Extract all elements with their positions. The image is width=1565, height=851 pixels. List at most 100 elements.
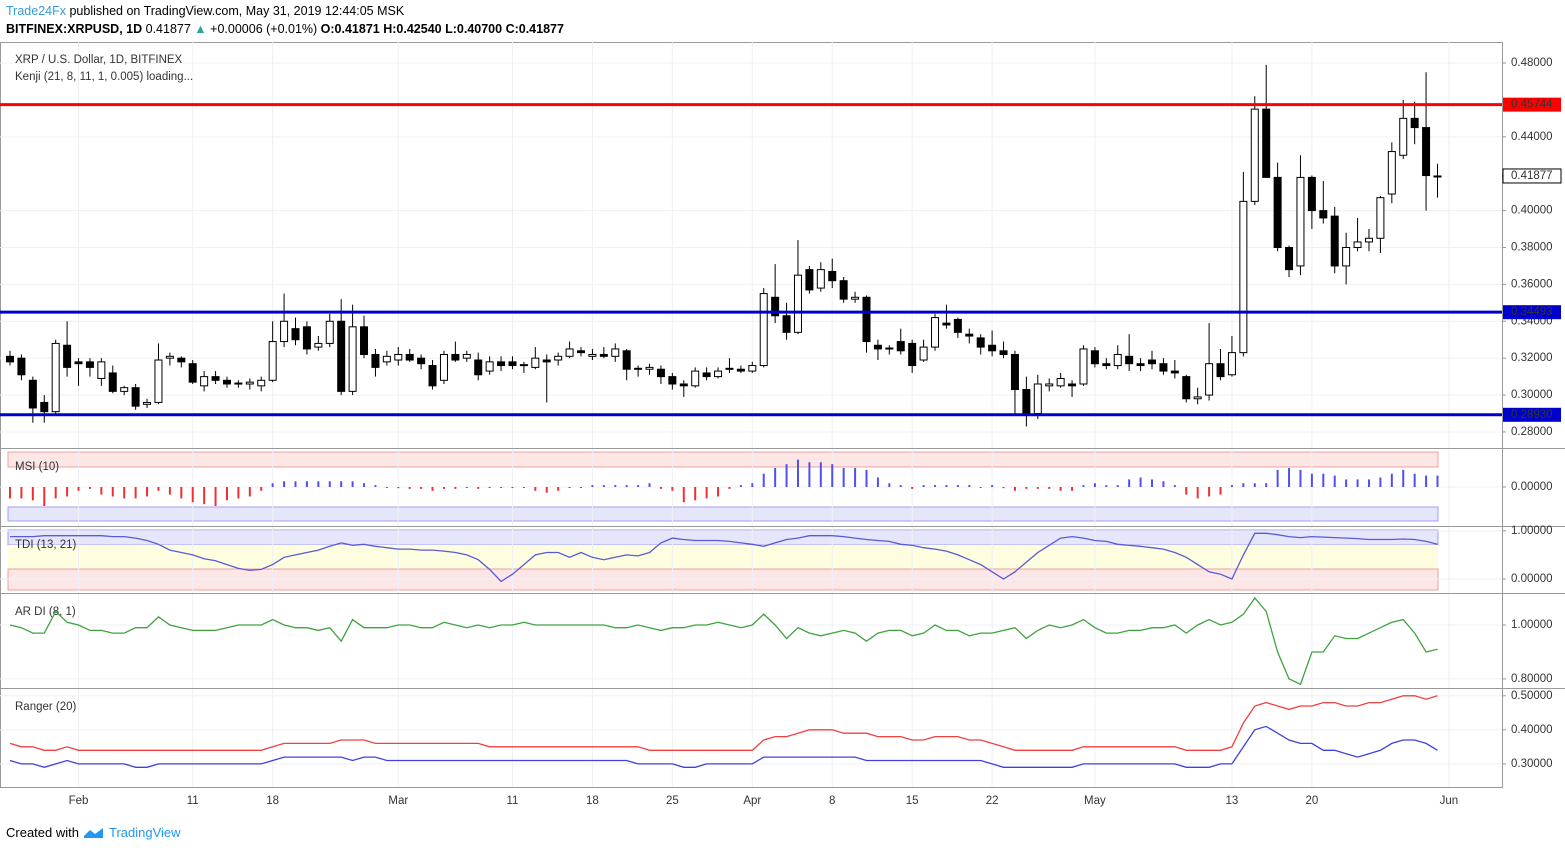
bar [20, 487, 23, 499]
y-tick-label: 0.28000 [1511, 426, 1553, 438]
y-tick-label: 0.32000 [1511, 352, 1553, 364]
bar [968, 485, 971, 487]
c: C:0.41877 [505, 22, 564, 36]
candle-body [97, 361, 106, 379]
y-tick-label: 0.30000 [1511, 758, 1553, 770]
candle-body [40, 401, 49, 413]
bar [682, 487, 685, 503]
bar [785, 464, 788, 487]
bar [420, 487, 423, 489]
x-tick-label: 18 [266, 795, 279, 807]
candle-body [405, 353, 414, 361]
bar [865, 469, 868, 487]
candle-body [656, 368, 665, 378]
candle-body [1342, 246, 1351, 267]
candle-body [931, 317, 940, 348]
candle-body [1170, 370, 1179, 374]
bar [751, 483, 754, 487]
bar [1425, 475, 1428, 487]
candle-body [1136, 363, 1145, 367]
bar [511, 487, 514, 488]
candle-body [85, 361, 94, 368]
candle-body [325, 320, 334, 344]
bar [351, 481, 354, 487]
pane-title: Ranger (20) [15, 701, 77, 713]
candle-body [280, 320, 289, 343]
pane-title: AR DI (8, 1) [15, 606, 76, 618]
publisher[interactable]: Trade24Fx [6, 4, 66, 18]
bar [796, 459, 799, 487]
candle-body [1205, 363, 1214, 396]
candle-body [554, 355, 563, 361]
bar [111, 487, 114, 497]
bar [1333, 475, 1336, 487]
bar [1265, 483, 1268, 487]
bar [1242, 483, 1245, 487]
candle-body [348, 326, 357, 392]
y-tick-label: 0.40000 [1511, 205, 1553, 217]
x-tick-label: Jun [1440, 795, 1459, 807]
bar [477, 487, 480, 489]
bar [1036, 487, 1039, 489]
bar [1208, 487, 1211, 497]
bar [123, 487, 126, 499]
bar [363, 483, 366, 487]
bar [1002, 487, 1005, 489]
candle-body [1250, 108, 1259, 202]
bar [922, 485, 925, 487]
candle-body [828, 270, 837, 282]
bar [1402, 469, 1405, 487]
bar [717, 487, 720, 497]
candle-body [1330, 215, 1339, 267]
created-with: Created with [6, 825, 79, 840]
bar [1093, 483, 1096, 487]
bar [134, 487, 137, 499]
candle-body [1364, 237, 1373, 243]
x-tick-label: 11 [187, 795, 199, 807]
bar [1379, 477, 1382, 487]
bar [842, 468, 845, 487]
bar [945, 485, 948, 487]
bar [774, 468, 777, 487]
pane-subtitle: Kenji (21, 8, 11, 1, 0.005) loading... [15, 71, 193, 83]
y-tick-label: 0.40000 [1511, 724, 1553, 736]
level-badge [1503, 97, 1561, 112]
candle-body [360, 326, 369, 355]
bar [442, 487, 445, 489]
candle-body [634, 367, 643, 370]
level-badge [1503, 407, 1561, 422]
bar [340, 481, 343, 487]
bar [488, 487, 491, 488]
bar [294, 481, 297, 487]
candle-body [1376, 197, 1385, 239]
bar [465, 487, 468, 488]
bar [602, 485, 605, 487]
bar [1299, 469, 1302, 487]
last-label: 0.41877 [1511, 170, 1553, 182]
x-tick-label: 8 [829, 795, 835, 807]
msi-lower-band [7, 506, 1439, 522]
candle-body [702, 372, 711, 378]
candle-body [771, 296, 780, 317]
candle-body [839, 280, 848, 300]
y-tick-label: 0.50000 [1511, 690, 1553, 702]
candle-body [519, 364, 528, 367]
candle-body [862, 296, 871, 343]
bar [168, 487, 171, 495]
candle-body [177, 357, 186, 363]
bar [1356, 479, 1359, 487]
candle-body [417, 357, 426, 365]
bar [728, 487, 731, 489]
candle-body [143, 401, 152, 405]
tdi-upper-band [7, 529, 1439, 546]
bar [991, 485, 994, 487]
x-tick-label: 13 [1226, 795, 1239, 807]
candle-body [599, 353, 608, 357]
brand[interactable]: TradingView [108, 825, 181, 840]
bar [1173, 485, 1176, 487]
bar [1151, 479, 1153, 487]
bar [54, 487, 57, 499]
bar [1322, 473, 1325, 487]
published: published on TradingView.com, May 31, 20… [65, 4, 405, 18]
